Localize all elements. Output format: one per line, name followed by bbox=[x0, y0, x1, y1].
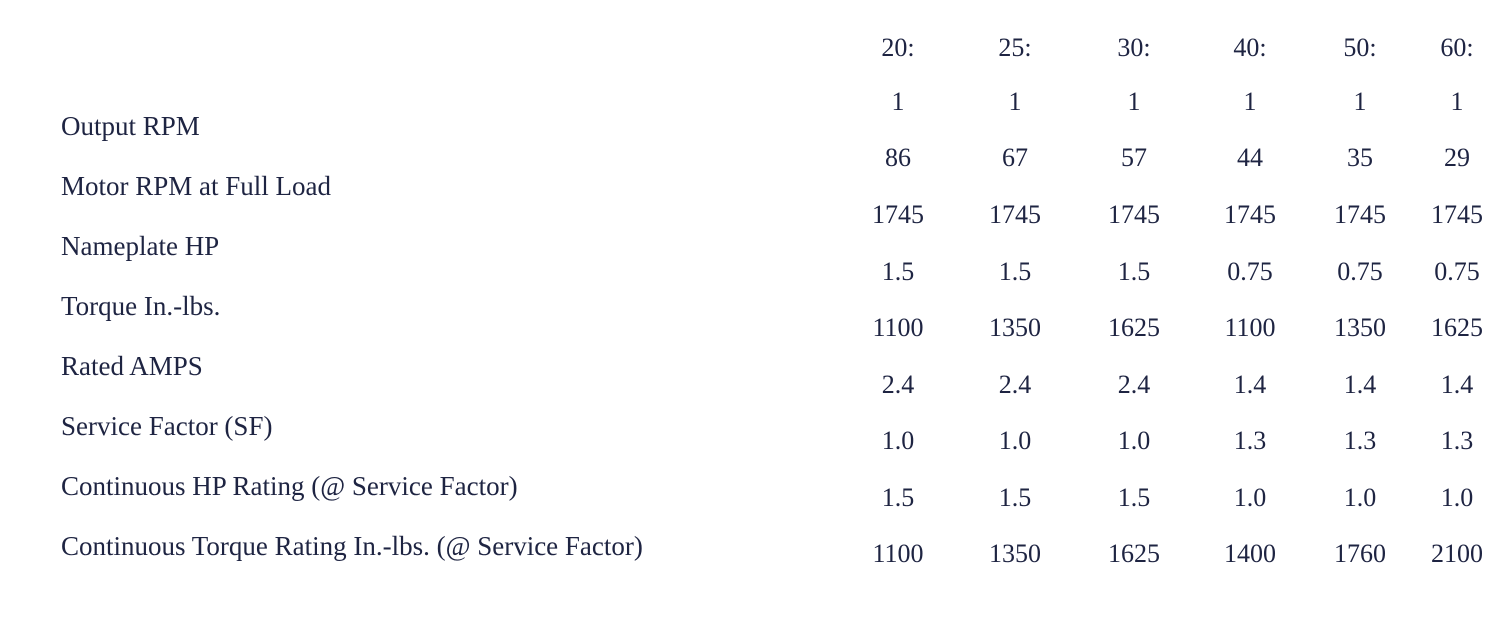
value-motor-rpm: 1745 bbox=[872, 200, 924, 229]
ratio-header-top: 40: bbox=[1233, 33, 1267, 62]
ratio-header-bottom: 1 bbox=[891, 87, 905, 116]
value-motor-rpm: 1745 bbox=[1108, 200, 1160, 229]
value-output-rpm: 67 bbox=[1002, 143, 1028, 172]
ratio-column: 40: 1 44 1745 0.75 1100 1.4 1.3 1.0 1400 bbox=[1195, 0, 1305, 638]
ratio-header-bottom: 1 bbox=[1450, 87, 1464, 116]
value-nameplate-hp: 0.75 bbox=[1227, 257, 1273, 286]
value-torque: 1625 bbox=[1108, 313, 1160, 342]
value-service-factor: 1.3 bbox=[1343, 426, 1377, 455]
value-continuous-torque: 1760 bbox=[1334, 539, 1386, 568]
value-motor-rpm: 1745 bbox=[989, 200, 1041, 229]
row-label-nameplate-hp: Nameplate HP bbox=[61, 231, 220, 261]
value-motor-rpm: 1745 bbox=[1334, 200, 1386, 229]
ratio-header-top: 25: bbox=[998, 33, 1032, 62]
row-label-output-rpm: Output RPM bbox=[61, 111, 200, 141]
row-label-rated-amps: Rated AMPS bbox=[61, 351, 203, 381]
value-continuous-hp: 1.0 bbox=[1440, 483, 1474, 512]
value-continuous-hp: 1.5 bbox=[881, 483, 915, 512]
value-output-rpm: 57 bbox=[1121, 143, 1147, 172]
value-rated-amps: 1.4 bbox=[1343, 370, 1377, 399]
value-motor-rpm: 1745 bbox=[1224, 200, 1276, 229]
ratio-column: 50: 1 35 1745 0.75 1350 1.4 1.3 1.0 1760 bbox=[1305, 0, 1415, 638]
value-rated-amps: 1.4 bbox=[1233, 370, 1267, 399]
ratio-header-bottom: 1 bbox=[1008, 87, 1022, 116]
value-torque: 1625 bbox=[1431, 313, 1483, 342]
value-output-rpm: 86 bbox=[885, 143, 911, 172]
value-service-factor: 1.0 bbox=[998, 426, 1032, 455]
value-output-rpm: 29 bbox=[1444, 143, 1470, 172]
ratio-column: 30: 1 57 1745 1.5 1625 2.4 1.0 1.5 1625 bbox=[1079, 0, 1189, 638]
ratio-header-bottom: 1 bbox=[1353, 87, 1367, 116]
ratio-header-top: 60: bbox=[1440, 33, 1474, 62]
row-label-service-factor: Service Factor (SF) bbox=[61, 411, 273, 441]
row-label-continuous-hp: Continuous HP Rating (@ Service Factor) bbox=[61, 471, 518, 501]
value-continuous-hp: 1.5 bbox=[1117, 483, 1151, 512]
value-rated-amps: 2.4 bbox=[1117, 370, 1151, 399]
value-continuous-torque: 2100 bbox=[1431, 539, 1483, 568]
value-nameplate-hp: 0.75 bbox=[1337, 257, 1383, 286]
ratio-column: 20: 1 86 1745 1.5 1100 2.4 1.0 1.5 1100 bbox=[843, 0, 953, 638]
ratio-column: 60: 1 29 1745 0.75 1625 1.4 1.3 1.0 2100 bbox=[1402, 0, 1512, 638]
value-torque: 1350 bbox=[1334, 313, 1386, 342]
value-nameplate-hp: 1.5 bbox=[1117, 257, 1151, 286]
row-label-continuous-torque: Continuous Torque Rating In.-lbs. (@ Ser… bbox=[61, 531, 643, 561]
value-continuous-hp: 1.0 bbox=[1233, 483, 1267, 512]
value-rated-amps: 2.4 bbox=[881, 370, 915, 399]
ratio-header-top: 30: bbox=[1117, 33, 1151, 62]
value-continuous-torque: 1100 bbox=[872, 539, 924, 568]
value-nameplate-hp: 0.75 bbox=[1434, 257, 1480, 286]
value-nameplate-hp: 1.5 bbox=[881, 257, 915, 286]
ratio-header-top: 50: bbox=[1343, 33, 1377, 62]
value-torque: 1100 bbox=[872, 313, 924, 342]
value-rated-amps: 2.4 bbox=[998, 370, 1032, 399]
row-label-motor-rpm: Motor RPM at Full Load bbox=[61, 171, 332, 201]
value-rated-amps: 1.4 bbox=[1440, 370, 1474, 399]
value-service-factor: 1.3 bbox=[1440, 426, 1474, 455]
row-label-torque: Torque In.-lbs. bbox=[61, 291, 221, 321]
value-service-factor: 1.0 bbox=[881, 426, 915, 455]
value-torque: 1100 bbox=[1224, 313, 1276, 342]
ratio-column: 25: 1 67 1745 1.5 1350 2.4 1.0 1.5 1350 bbox=[960, 0, 1070, 638]
value-output-rpm: 35 bbox=[1347, 143, 1373, 172]
value-continuous-torque: 1400 bbox=[1224, 539, 1276, 568]
ratio-header-top: 20: bbox=[881, 33, 915, 62]
value-output-rpm: 44 bbox=[1237, 143, 1263, 172]
ratio-header-bottom: 1 bbox=[1127, 87, 1141, 116]
value-torque: 1350 bbox=[989, 313, 1041, 342]
value-continuous-torque: 1350 bbox=[989, 539, 1041, 568]
value-continuous-hp: 1.0 bbox=[1343, 483, 1377, 512]
value-service-factor: 1.3 bbox=[1233, 426, 1267, 455]
value-continuous-torque: 1625 bbox=[1108, 539, 1160, 568]
value-continuous-hp: 1.5 bbox=[998, 483, 1032, 512]
ratio-header-bottom: 1 bbox=[1243, 87, 1257, 116]
value-nameplate-hp: 1.5 bbox=[998, 257, 1032, 286]
value-motor-rpm: 1745 bbox=[1431, 200, 1483, 229]
value-service-factor: 1.0 bbox=[1117, 426, 1151, 455]
